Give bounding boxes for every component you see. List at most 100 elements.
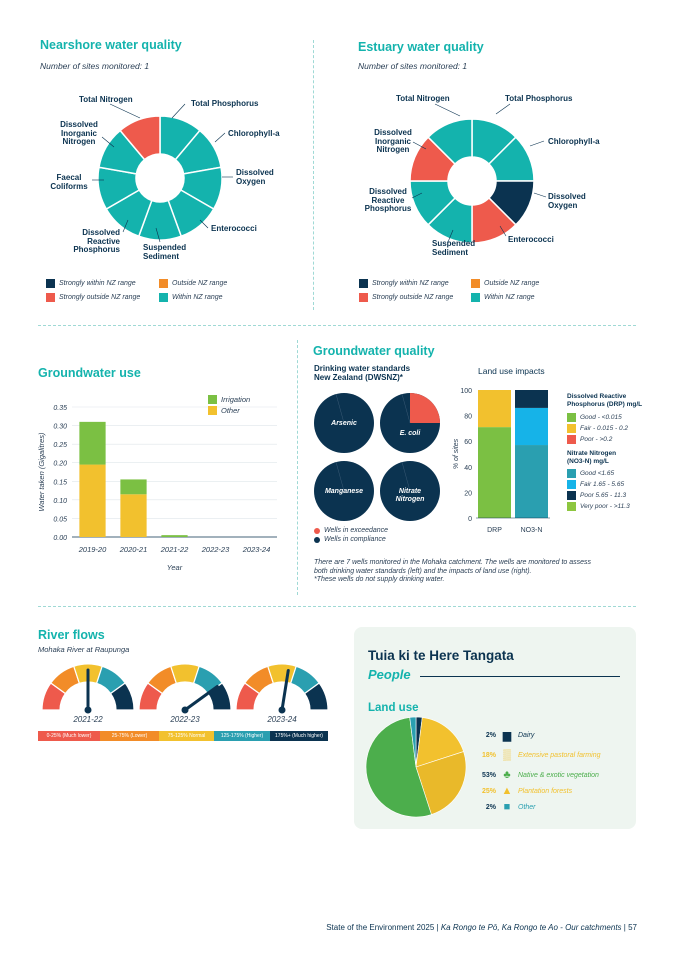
people-title-rule — [420, 676, 620, 677]
divider-2 — [38, 606, 636, 607]
gauge-year-label: 2022-23 — [169, 715, 200, 724]
pie-slice-extensive-pastoral-farming — [415, 717, 464, 768]
lu-legend-plantation: 25% ▲ Plantation forests — [481, 785, 573, 797]
x-tick-label: 2023-24 — [242, 545, 271, 554]
lu-legend-other: 2% ■ Other — [485, 801, 536, 813]
pie-label: E. coli — [400, 430, 422, 437]
es-legend-within: Within NZ range — [471, 293, 535, 302]
bar-irrigation-2020-21 — [120, 479, 147, 495]
y-tick-label: 80 — [464, 414, 472, 421]
gauge-year-label: 2021-22 — [72, 715, 103, 724]
legend-compliance: Wells in compliance — [314, 536, 388, 543]
ns-label-tn: Total Nitrogen — [79, 95, 133, 104]
pie-label: Arsenic — [330, 420, 357, 427]
ns-label-din: Dissolved Inorganic Nitrogen — [60, 120, 98, 146]
y-tick-label: 0.00 — [53, 535, 67, 542]
x-tick-label: 2021-22 — [160, 545, 189, 554]
gw-use-title: Groundwater use — [38, 366, 141, 380]
people-panel-subtitle: People — [368, 667, 411, 682]
ns-label-tp: Total Phosphorus — [191, 99, 259, 108]
y-tick-label: 0 — [468, 516, 472, 523]
gw-use-chart: 0.00 0.05 0.10 0.15 0.20 0.25 0.30 0.35 2019-20 2… — [37, 405, 277, 572]
no3-legend-good: Good <1.65 — [567, 469, 657, 478]
river-flows-subtitle: Mohaka River at Raupunga — [38, 645, 130, 654]
nearshore-donut — [92, 103, 233, 243]
pie-divider — [401, 461, 411, 492]
ns-label-chl: Chlorophyll-a — [228, 129, 280, 138]
gauge-hub — [84, 706, 92, 714]
drp-legend-fair: Fair - 0.015 - 0.2 — [567, 424, 657, 433]
x-tick-label: 2022-23 — [201, 545, 230, 554]
footer-report-title: State of the Environment 2025 — [326, 923, 435, 932]
ns-legend-outside: Outside NZ range — [159, 279, 227, 288]
donut-segment-dissolved-inorganic-nitrogen — [119, 115, 161, 161]
tree-icon: ♣ — [503, 769, 511, 781]
pie-slice-other — [409, 716, 417, 768]
y-tick-label: 0.15 — [53, 479, 67, 486]
pie-divider — [335, 461, 345, 492]
dots-icon: ■ — [503, 801, 511, 813]
y-tick-label: 0.30 — [53, 424, 67, 431]
gauge-hub — [278, 706, 286, 714]
y-tick-label: 40 — [464, 465, 472, 472]
river-flow-legend: 0-25% (Much lower) 25-75% (Lower) 75-125… — [38, 731, 328, 741]
river-gauges: 2021-22 2022-23 2023-24 — [41, 663, 329, 724]
drp-legend-poor: Poor - >0.2 — [567, 435, 657, 444]
bar-drp-good-0-015 — [478, 427, 511, 518]
estuary-title: Estuary water quality — [358, 40, 484, 54]
es-label-chl: Chlorophyll-a — [548, 137, 600, 146]
footer: State of the Environment 2025 | Ka Rongo… — [326, 923, 637, 932]
land-use-impacts-title: Land use impacts — [478, 366, 545, 376]
donut-segment-total-nitrogen — [427, 118, 473, 166]
cow-icon: ▆ — [502, 729, 512, 742]
ns-legend-strongly-within: Strongly within NZ range — [46, 279, 136, 288]
no3-legend-very-poor: Very poor - >11.3 — [567, 502, 657, 511]
ns-legend-strongly-outside: Strongly outside NZ range — [46, 293, 140, 302]
pie-slice-native-exotic-vegetation — [365, 717, 432, 818]
pie-slice-plantation-forests — [415, 751, 467, 815]
gauge-band — [109, 682, 135, 711]
y-axis-label: Water taken (Gigalitres) — [37, 432, 46, 512]
flow-legend-normal: 75-125% Normal — [159, 731, 214, 741]
y-tick-label: 0.20 — [53, 461, 67, 468]
land-use-pie — [365, 716, 467, 818]
river-flows-title: River flows — [38, 628, 105, 642]
gauge-needle — [280, 668, 290, 712]
lu-legend-native: 53% ♣ Native & exotic vegetation — [481, 769, 599, 781]
dwsnz-title: Drinking water standards New Zealand (DWS… — [314, 364, 411, 382]
land-use-impacts-chart: 0 20 40 60 80 100 % of sites DRP NO3-N — [453, 388, 550, 534]
gauge-needle — [183, 684, 219, 712]
y-tick-label: 20 — [464, 490, 472, 497]
divider-vertical-top — [313, 40, 314, 310]
flow-legend-much-higher: 175%+ (Much higher) — [270, 731, 328, 741]
pie-divider — [335, 393, 345, 424]
es-label-do: Dissolved Oxygen — [548, 192, 586, 210]
bar-other-2020-21 — [120, 494, 147, 537]
pie-e-coli-exceedance — [410, 393, 440, 423]
divider-1 — [38, 325, 636, 326]
nearshore-title: Nearshore water quality — [40, 38, 182, 52]
ns-label-fc: Faecal Coliforms — [50, 173, 88, 191]
pine-tree-icon: ▲ — [501, 785, 513, 797]
es-label-ss: Suspended Sediment — [432, 239, 476, 257]
y-tick-label: 60 — [464, 439, 472, 446]
flow-legend-much-lower: 0-25% (Much lower) — [38, 731, 100, 741]
estuary-donut — [409, 103, 547, 244]
gauge-hub — [181, 706, 189, 714]
gauge-band — [303, 682, 329, 711]
ns-legend-within: Within NZ range — [159, 293, 223, 302]
pie-label: Nitrogen — [396, 496, 425, 503]
gwu-legend-other: Other — [208, 406, 240, 415]
y-tick-label: 0.35 — [53, 405, 67, 412]
es-label-din: Dissolved Inorganic Nitrogen — [374, 128, 412, 154]
x-tick-label: NO3-N — [521, 527, 543, 534]
land-use-title: Land use — [368, 702, 419, 714]
gw-quality-title: Groundwater quality — [313, 344, 435, 358]
gauge-year-label: 2023-24 — [266, 715, 297, 724]
lui-legend: Dissolved Reactive Phosphorus (DRP) mg/L … — [567, 393, 657, 511]
ns-label-drp: Dissolved Reactive Phosphorus — [73, 228, 120, 254]
lu-legend-pastoral: 18% ▒ Extensive pastoral farming — [481, 749, 601, 761]
estuary-subtitle: Number of sites monitored: 1 — [358, 61, 468, 71]
legend-exceedance: Wells in exceedance — [314, 527, 388, 534]
